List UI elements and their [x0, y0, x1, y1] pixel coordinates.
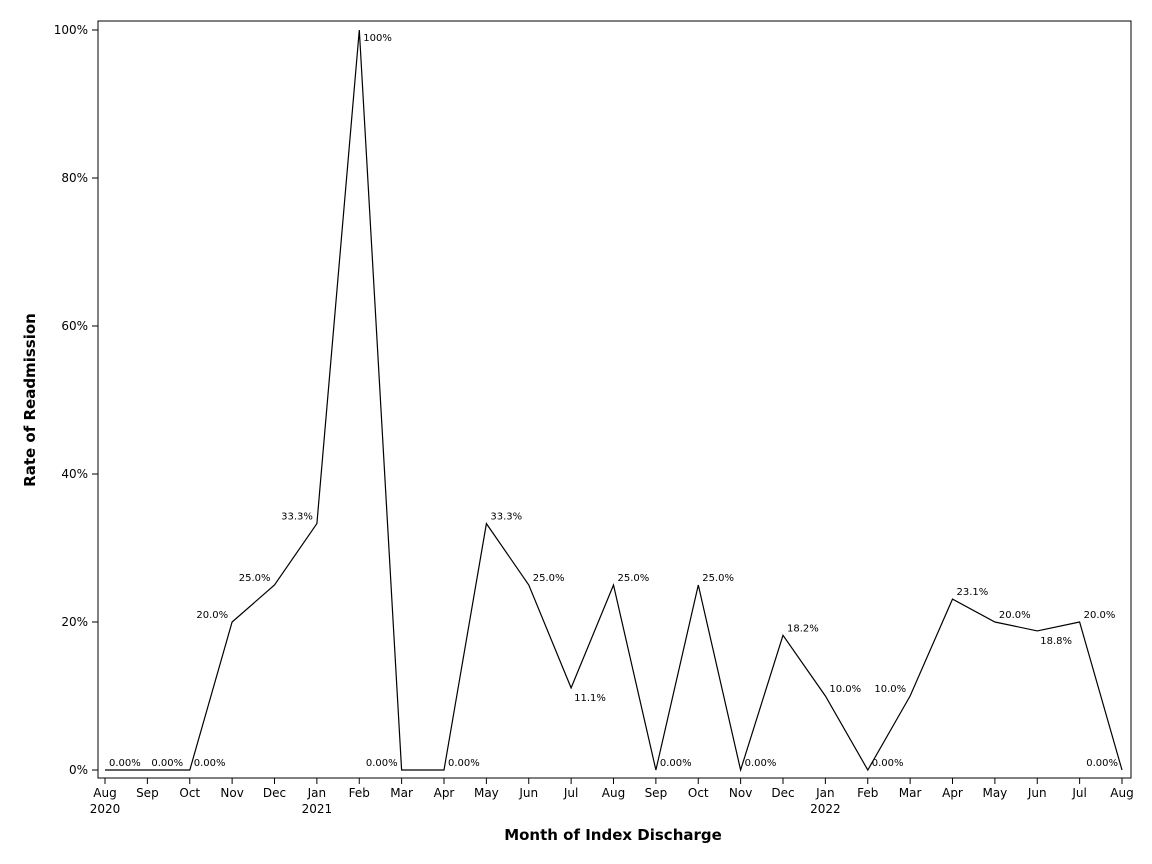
x-tick-label: Jan — [307, 786, 327, 800]
x-tick-label: Nov — [220, 786, 243, 800]
data-label: 10.0% — [829, 684, 861, 695]
data-label: 25.0% — [702, 573, 734, 584]
data-label: 25.0% — [239, 573, 271, 584]
x-tick-label: Aug — [602, 786, 625, 800]
data-label: 0.00% — [109, 758, 141, 769]
data-label: 18.8% — [1040, 636, 1072, 647]
series-line — [105, 29, 1123, 773]
x-tick-label: Mar — [390, 786, 413, 800]
y-tick-label: 40% — [61, 467, 88, 481]
data-label: 0.00% — [745, 758, 777, 769]
x-tick-label: Jul — [563, 786, 578, 800]
x-tick-label: Mar — [899, 786, 922, 800]
data-label: 0.00% — [448, 758, 480, 769]
plot-frame — [97, 20, 1132, 779]
data-label: 20.0% — [1084, 610, 1116, 621]
x-tick-label: Sep — [136, 786, 159, 800]
x-tick-label: Jun — [1027, 786, 1047, 800]
x-axis: Aug Sep Oct Nov Dec Jan Feb Mar Apr May Jun Jul Aug S… — [90, 778, 1134, 816]
y-tick-label: 100% — [54, 23, 88, 37]
x-tick-label: Oct — [179, 786, 200, 800]
x-tick-label: May — [982, 786, 1007, 800]
y-tick-label: 0% — [69, 763, 88, 777]
x-tick-label: Oct — [688, 786, 709, 800]
data-labels: 0.00% 0.00% 0.00% 20.0% 25.0% 33.3% 100% 0.00% 0… — [109, 33, 1118, 769]
x-tick-label: Apr — [434, 786, 455, 800]
data-label: 0.00% — [660, 758, 692, 769]
data-label: 25.0% — [618, 573, 650, 584]
data-label: 11.1% — [574, 693, 606, 704]
data-label: 33.3% — [490, 512, 522, 523]
data-label: 10.0% — [874, 684, 906, 695]
data-label: 25.0% — [533, 573, 565, 584]
x-tick-label: Feb — [857, 786, 878, 800]
x-tick-label: Dec — [771, 786, 794, 800]
data-label: 33.3% — [281, 512, 313, 523]
data-label: 20.0% — [999, 610, 1031, 621]
series-polyline — [105, 29, 1123, 773]
x-tick-label: Aug — [93, 786, 116, 800]
x-axis-title: Month of Index Discharge — [504, 826, 722, 844]
x-year-label: 2021 — [302, 802, 333, 816]
x-tick-label: Nov — [729, 786, 752, 800]
data-label: 23.1% — [957, 587, 989, 598]
x-tick-label: Jan — [815, 786, 835, 800]
data-label: 0.00% — [872, 758, 904, 769]
x-tick-label: May — [474, 786, 499, 800]
y-axis: 0% 20% 40% 60% 80% 100% — [54, 23, 98, 777]
x-tick-label: Jun — [518, 786, 538, 800]
y-tick-label: 60% — [61, 319, 88, 333]
y-tick-label: 80% — [61, 171, 88, 185]
y-axis-title: Rate of Readmission — [21, 313, 39, 487]
y-tick-label: 20% — [61, 615, 88, 629]
data-label: 0.00% — [151, 758, 183, 769]
x-tick-label: Feb — [349, 786, 370, 800]
x-year-label: 2020 — [90, 802, 121, 816]
data-label: 18.2% — [787, 623, 819, 634]
data-label: 100% — [363, 33, 392, 44]
x-tick-label: Sep — [645, 786, 668, 800]
x-tick-label: Aug — [1110, 786, 1133, 800]
data-label: 0.00% — [1086, 758, 1118, 769]
x-year-label: 2022 — [810, 802, 841, 816]
data-label: 20.0% — [196, 610, 228, 621]
data-label: 0.00% — [194, 758, 226, 769]
x-tick-label: Dec — [263, 786, 286, 800]
data-label: 0.00% — [366, 758, 398, 769]
x-tick-label: Jul — [1071, 786, 1086, 800]
x-tick-label: Apr — [942, 786, 963, 800]
